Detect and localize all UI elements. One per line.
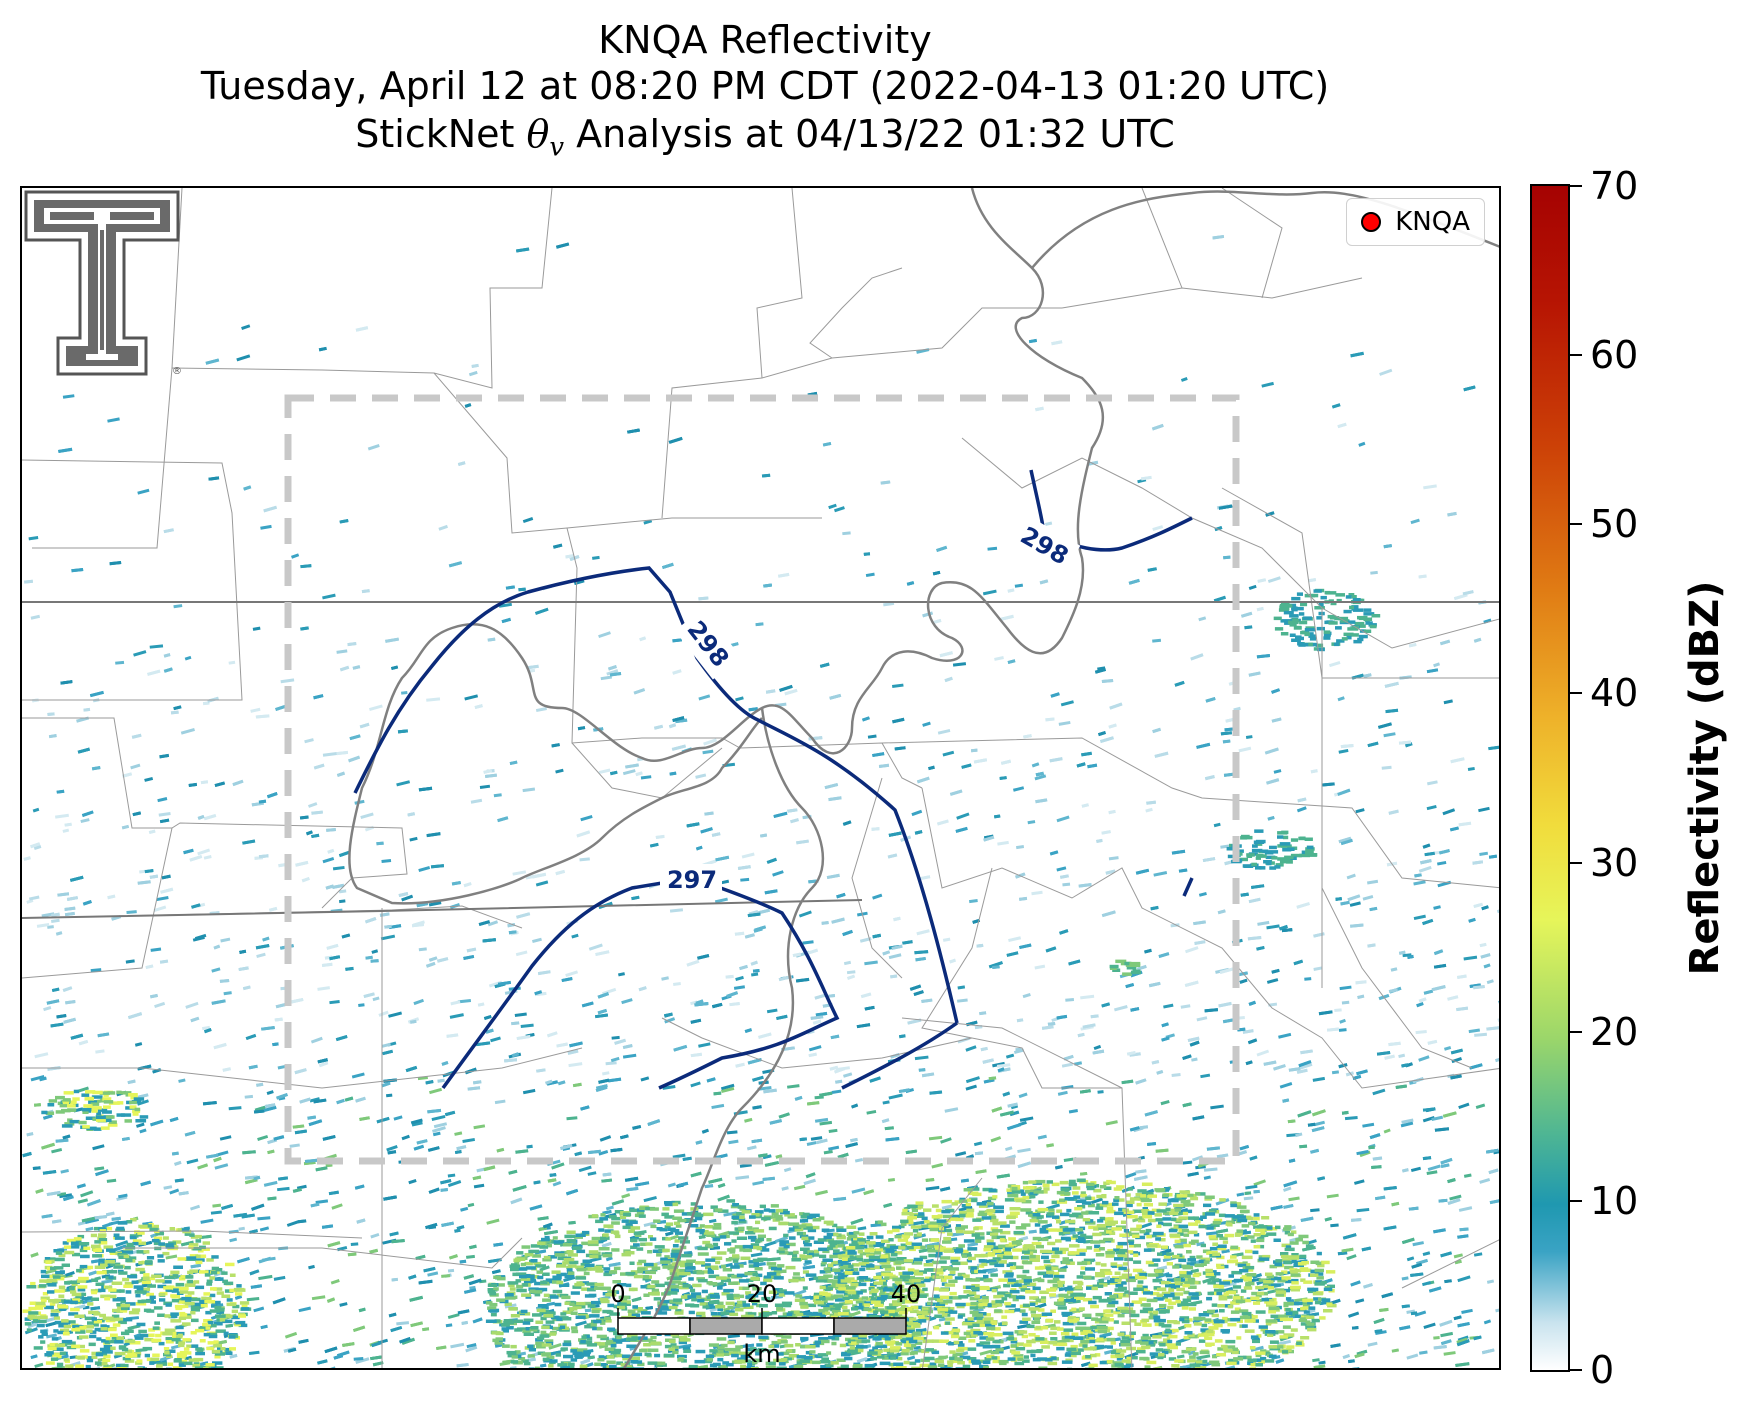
state-borders <box>22 601 1499 919</box>
scale-tick-0: 0 <box>610 1280 625 1308</box>
county-borders <box>22 188 1499 1368</box>
legend-label: KNQA <box>1395 207 1470 237</box>
colorbar-tick-mark <box>1570 523 1582 526</box>
radar-map[interactable]: 298 298 297 0 20 40 km <box>20 186 1501 1370</box>
colorbar-tick-label: 10 <box>1590 1178 1639 1223</box>
colorbar-tick-label: 60 <box>1590 333 1639 378</box>
colorbar-tick-label: 40 <box>1590 671 1639 716</box>
title-line-3: StickNet θv Analysis at 04/13/22 01:32 U… <box>355 112 1175 163</box>
colorbar <box>1530 184 1570 1372</box>
scale-bar: 0 20 40 km <box>610 1280 921 1368</box>
title-line-1: KNQA Reflectivity <box>598 18 932 62</box>
reflectivity-echoes <box>22 234 1499 1368</box>
contour-298-west <box>353 566 959 1024</box>
colorbar-tick-mark <box>1570 1199 1582 1202</box>
colorbar-tick-mark <box>1570 1030 1582 1033</box>
map-canvas: 298 298 297 0 20 40 km <box>22 188 1499 1368</box>
contour-label-297: 297 <box>667 866 717 894</box>
scale-tick-40: 40 <box>891 1280 922 1308</box>
colorbar-tick-mark <box>1570 1369 1582 1371</box>
colorbar-tick-label: 0 <box>1590 1348 1615 1392</box>
contour-stub <box>1182 877 1194 897</box>
colorbar-tick-mark <box>1570 354 1582 357</box>
contour-labels: 298 298 297 <box>660 514 1081 894</box>
colorbar-tick-label: 70 <box>1590 164 1639 208</box>
title-line-2: Tuesday, April 12 at 08:20 PM CDT (2022-… <box>200 64 1330 108</box>
scale-tick-20: 20 <box>747 1280 778 1308</box>
contour-298-northeast <box>1029 469 1193 552</box>
scale-unit: km <box>743 1340 780 1368</box>
contour-298-southeast <box>841 1021 959 1090</box>
colorbar-tick-mark <box>1570 692 1582 695</box>
colorbar-tick-label: 50 <box>1590 502 1639 547</box>
colorbar-tick-label: 20 <box>1590 1009 1639 1054</box>
radar-site-marker <box>1361 212 1382 232</box>
colorbar-label: Reflectivity (dBZ) <box>1682 580 1728 976</box>
colorbar-tick-label: 30 <box>1590 840 1639 885</box>
colorbar-tick-mark <box>1570 185 1582 187</box>
colorbar-tick-mark <box>1570 861 1582 864</box>
river <box>348 188 1105 905</box>
contour-297 <box>441 876 840 1090</box>
analysis-domain-box <box>284 394 1240 1165</box>
texas-tech-logo: ® <box>24 190 182 377</box>
legend: KNQA <box>1346 198 1485 246</box>
river-lower <box>622 707 825 1368</box>
